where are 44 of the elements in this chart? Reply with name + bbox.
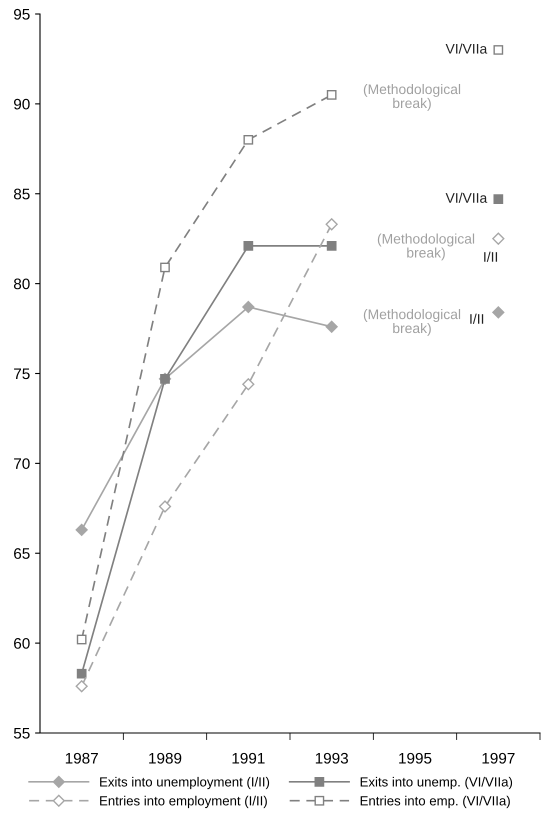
y-tick-label: 65	[14, 548, 30, 559]
x-tick-label: 1997	[482, 752, 515, 764]
legend-label: Exits into unemp. (VI/VIIa)	[360, 776, 512, 790]
point	[160, 262, 170, 272]
y-tick-label: 80	[14, 278, 30, 290]
point	[326, 218, 338, 230]
point	[493, 45, 504, 55]
legend-label: Entries into emp. (VI/VIIa)	[360, 796, 510, 808]
point	[76, 524, 88, 536]
annotation: (Methodological break)	[378, 234, 474, 260]
y-tick-label: 70	[14, 458, 30, 470]
annotation: (Methodological break)	[364, 84, 460, 111]
point	[243, 134, 254, 145]
point	[492, 306, 504, 318]
point	[326, 320, 338, 333]
annotation: VI/VIIa	[446, 192, 488, 203]
y-tick-label: 85	[14, 188, 30, 200]
annotation: I/II	[484, 252, 498, 262]
legend-label: Exits into unemployment (I/II)	[100, 776, 270, 790]
annotation: (Methodological break)	[364, 309, 460, 336]
y-tick-label: 90	[14, 98, 30, 110]
annotation: VI/VIIa	[446, 43, 488, 54]
point	[76, 668, 87, 679]
x-tick-label: 1991	[232, 752, 265, 764]
x-tick-label: 1989	[149, 752, 182, 764]
y-tick-label: 60	[14, 638, 30, 649]
point	[76, 680, 88, 692]
y-tick-label: 95	[14, 8, 30, 20]
point	[242, 378, 254, 390]
y-tick-label: 75	[14, 368, 30, 380]
x-tick-label: 1993	[316, 752, 348, 764]
point	[242, 300, 254, 314]
point	[492, 232, 504, 245]
point	[326, 241, 337, 251]
y-tick-label: 55	[14, 728, 30, 739]
x-tick-label: 1995	[399, 752, 432, 764]
x-tick-label: 1987	[66, 752, 98, 764]
point	[158, 500, 172, 513]
annotation: I/II	[470, 314, 484, 324]
point	[326, 90, 337, 100]
point	[243, 241, 254, 251]
legend-label: Entries into employment (I/II)	[100, 796, 267, 808]
point	[493, 194, 504, 204]
point	[76, 634, 87, 644]
